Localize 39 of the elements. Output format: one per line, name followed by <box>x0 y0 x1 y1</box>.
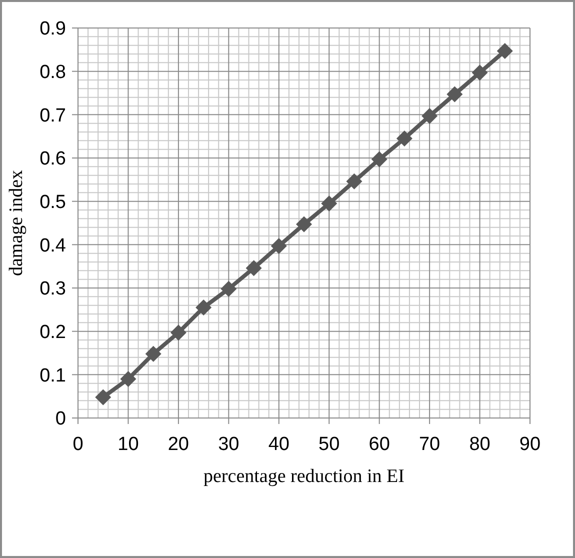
y-tick-label: 0.2 <box>40 322 66 343</box>
point <box>220 280 237 297</box>
y-tick-label: 0.5 <box>40 192 66 213</box>
point <box>472 64 488 81</box>
point <box>120 371 136 387</box>
point <box>346 173 362 190</box>
y-axis-title: damage index <box>6 169 27 276</box>
x-tick-label: 40 <box>268 434 290 455</box>
point <box>170 324 186 341</box>
x-tick-label: 50 <box>318 434 340 455</box>
point <box>246 260 262 276</box>
x-tick-label: 70 <box>418 434 440 455</box>
y-tick-label: 0 <box>55 408 66 430</box>
x-tick-label: 90 <box>519 434 541 455</box>
y-tick-label: 0.3 <box>40 278 66 300</box>
point <box>270 238 287 254</box>
point <box>95 389 112 406</box>
x-tick-label: 30 <box>218 434 240 455</box>
y-tick-label: 0.6 <box>40 148 66 170</box>
x-tick-label: 60 <box>368 434 390 455</box>
x-tick-label: 20 <box>168 434 190 455</box>
point <box>496 42 513 59</box>
y-tick-label: 0.4 <box>40 235 66 256</box>
point <box>321 196 338 212</box>
point <box>196 300 212 316</box>
y-tick-label: 0.9 <box>40 18 66 40</box>
point <box>371 151 388 168</box>
point <box>296 216 312 232</box>
point <box>446 86 463 102</box>
point <box>396 130 412 146</box>
point <box>422 108 438 124</box>
x-tick-label: 80 <box>469 434 490 455</box>
point <box>145 346 162 362</box>
x-tick-label: 0 <box>72 434 84 455</box>
y-tick-label: 0.7 <box>40 105 66 126</box>
x-axis-title: percentage reduction in EI <box>204 466 404 487</box>
y-tick-label: 0.1 <box>40 365 66 386</box>
y-tick-label: 0.8 <box>40 62 66 83</box>
x-tick-label: 10 <box>118 434 139 455</box>
